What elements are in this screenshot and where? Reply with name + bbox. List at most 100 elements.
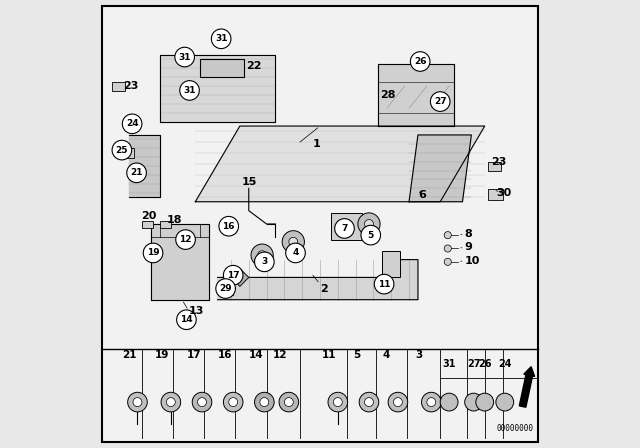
Circle shape bbox=[359, 392, 379, 412]
Text: 13: 13 bbox=[189, 306, 204, 316]
Polygon shape bbox=[160, 55, 275, 121]
Circle shape bbox=[358, 213, 380, 235]
Text: 31: 31 bbox=[442, 359, 456, 369]
Text: 14: 14 bbox=[249, 350, 264, 360]
Circle shape bbox=[255, 392, 274, 412]
Circle shape bbox=[161, 392, 180, 412]
Circle shape bbox=[166, 398, 175, 406]
Circle shape bbox=[175, 47, 195, 67]
Circle shape bbox=[122, 114, 142, 134]
Text: 20: 20 bbox=[141, 211, 156, 221]
Circle shape bbox=[223, 392, 243, 412]
Circle shape bbox=[143, 243, 163, 263]
Circle shape bbox=[333, 398, 342, 406]
Text: 28: 28 bbox=[380, 90, 396, 100]
Polygon shape bbox=[378, 64, 454, 126]
Circle shape bbox=[431, 92, 450, 112]
Text: 24: 24 bbox=[498, 359, 511, 369]
Text: 27: 27 bbox=[434, 97, 447, 106]
Circle shape bbox=[361, 225, 381, 245]
Text: 21: 21 bbox=[122, 350, 136, 360]
FancyBboxPatch shape bbox=[382, 251, 400, 277]
Circle shape bbox=[251, 244, 273, 266]
Circle shape bbox=[328, 392, 348, 412]
Text: 16: 16 bbox=[218, 350, 232, 360]
Circle shape bbox=[180, 81, 199, 100]
Circle shape bbox=[127, 392, 147, 412]
Text: 5: 5 bbox=[353, 350, 361, 360]
FancyBboxPatch shape bbox=[121, 148, 134, 158]
Circle shape bbox=[444, 232, 451, 239]
Circle shape bbox=[192, 392, 212, 412]
Circle shape bbox=[496, 393, 514, 411]
Text: 18: 18 bbox=[166, 215, 182, 225]
Circle shape bbox=[284, 398, 293, 406]
Circle shape bbox=[444, 258, 451, 265]
Circle shape bbox=[394, 398, 403, 406]
Text: 5: 5 bbox=[367, 231, 374, 240]
Text: 31: 31 bbox=[215, 34, 227, 43]
Circle shape bbox=[285, 243, 305, 263]
Circle shape bbox=[198, 398, 207, 406]
Circle shape bbox=[365, 220, 373, 228]
Circle shape bbox=[260, 398, 269, 406]
FancyBboxPatch shape bbox=[142, 221, 153, 228]
FancyBboxPatch shape bbox=[102, 6, 538, 442]
Circle shape bbox=[476, 393, 493, 411]
Text: 26: 26 bbox=[478, 359, 492, 369]
Text: 30: 30 bbox=[496, 188, 511, 198]
FancyBboxPatch shape bbox=[222, 286, 233, 295]
Text: 27: 27 bbox=[467, 359, 481, 369]
Text: 19: 19 bbox=[147, 249, 159, 258]
Text: 4: 4 bbox=[292, 249, 299, 258]
Circle shape bbox=[177, 310, 196, 330]
Text: 19: 19 bbox=[156, 350, 170, 360]
Text: 3: 3 bbox=[416, 350, 423, 360]
Circle shape bbox=[133, 398, 142, 406]
Circle shape bbox=[388, 392, 408, 412]
Circle shape bbox=[219, 216, 239, 236]
Text: 15: 15 bbox=[242, 177, 257, 187]
Polygon shape bbox=[409, 135, 472, 202]
Text: 11: 11 bbox=[378, 280, 390, 289]
Text: 6: 6 bbox=[418, 190, 426, 200]
Text: 31: 31 bbox=[183, 86, 196, 95]
Circle shape bbox=[216, 279, 236, 298]
Text: 23: 23 bbox=[492, 157, 507, 167]
FancyBboxPatch shape bbox=[488, 162, 501, 172]
Circle shape bbox=[374, 274, 394, 294]
Text: 17: 17 bbox=[227, 271, 239, 280]
Text: 3: 3 bbox=[261, 257, 268, 267]
Text: 00000000: 00000000 bbox=[497, 424, 534, 433]
Text: 22: 22 bbox=[246, 61, 262, 71]
Circle shape bbox=[289, 237, 298, 246]
Text: 23: 23 bbox=[124, 81, 139, 91]
Circle shape bbox=[211, 29, 231, 48]
Circle shape bbox=[112, 140, 132, 160]
Circle shape bbox=[228, 398, 237, 406]
Circle shape bbox=[279, 392, 299, 412]
Text: 26: 26 bbox=[414, 57, 426, 66]
Circle shape bbox=[223, 265, 243, 285]
Text: 7: 7 bbox=[341, 224, 348, 233]
Text: 1: 1 bbox=[313, 139, 321, 149]
Text: 10: 10 bbox=[465, 255, 480, 266]
FancyBboxPatch shape bbox=[112, 82, 125, 91]
Circle shape bbox=[255, 252, 274, 271]
Circle shape bbox=[258, 251, 267, 260]
Circle shape bbox=[427, 398, 436, 406]
Text: 9: 9 bbox=[465, 242, 472, 252]
Text: 2: 2 bbox=[320, 284, 328, 293]
Text: 16: 16 bbox=[223, 222, 235, 231]
FancyArrow shape bbox=[519, 366, 534, 407]
Circle shape bbox=[410, 52, 430, 71]
Text: 8: 8 bbox=[465, 229, 472, 239]
Circle shape bbox=[176, 230, 195, 250]
Text: 29: 29 bbox=[220, 284, 232, 293]
Polygon shape bbox=[151, 224, 209, 300]
FancyBboxPatch shape bbox=[331, 213, 362, 240]
Text: 12: 12 bbox=[179, 235, 192, 244]
FancyBboxPatch shape bbox=[200, 59, 244, 77]
Text: 4: 4 bbox=[382, 350, 390, 360]
Circle shape bbox=[440, 393, 458, 411]
